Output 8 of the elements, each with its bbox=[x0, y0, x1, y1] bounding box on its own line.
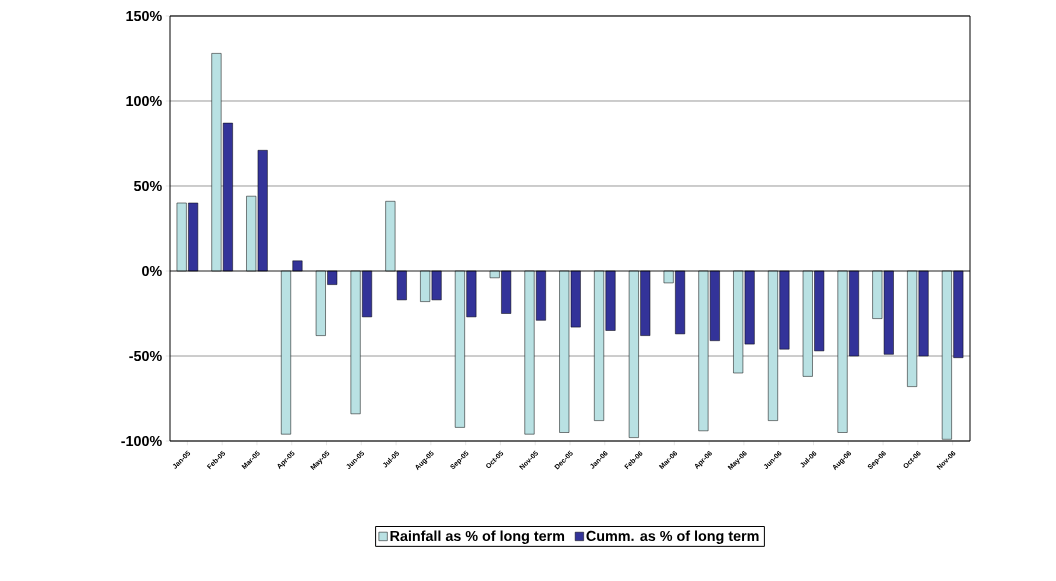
legend-label: Rainfall as % of long term bbox=[390, 530, 565, 544]
y-tick-label: -100% bbox=[121, 435, 162, 447]
legend-label: Cumm. as % of long term bbox=[586, 530, 759, 544]
y-tick-label: 150% bbox=[126, 10, 162, 22]
y-tick-label: -50% bbox=[129, 350, 162, 362]
y-tick-label: 50% bbox=[133, 180, 162, 192]
y-tick-label: 0% bbox=[142, 265, 162, 277]
y-tick-label: 100% bbox=[126, 95, 162, 107]
